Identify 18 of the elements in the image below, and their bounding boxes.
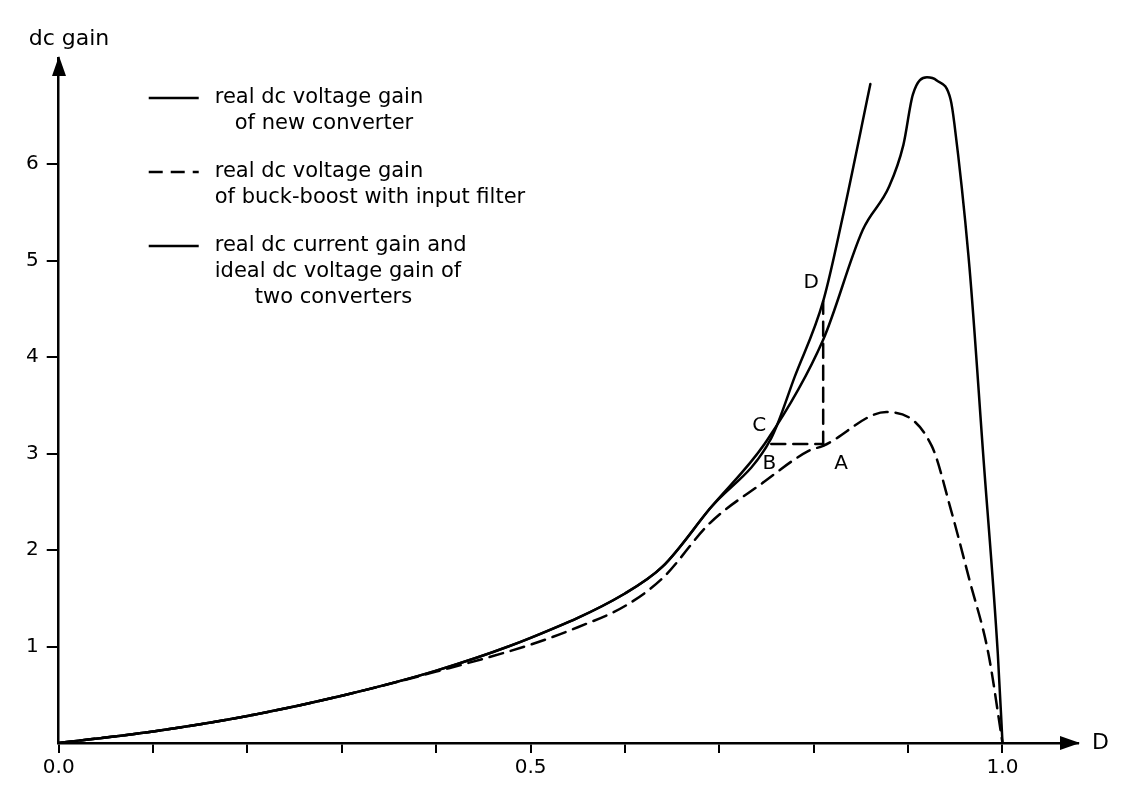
x-axis-title: D: [1092, 728, 1109, 754]
y-tick-label: 4: [25, 343, 39, 368]
annotation: B: [762, 449, 777, 474]
y-tick-label: 5: [25, 246, 39, 271]
x-tick-label: 1.0: [986, 754, 1019, 779]
y-tick-label: 3: [25, 439, 39, 464]
y-tick-label: 2: [25, 536, 39, 561]
annotation: A: [834, 449, 849, 474]
x-tick-label: 0.0: [42, 754, 75, 779]
legend-label: real dc voltage gain of buck-boost with input filter: [214, 158, 526, 209]
annotation: C: [752, 411, 767, 436]
x-tick-label: 0.5: [514, 754, 547, 779]
y-tick-label: 1: [25, 632, 39, 657]
annotation: D: [803, 269, 819, 294]
legend-label: real dc voltage gain of new converter: [214, 84, 424, 135]
y-axis-title: dc gain: [28, 24, 110, 50]
y-tick-label: 6: [25, 150, 39, 175]
legend-label: real dc current gain and ideal dc voltage gain of two converters: [214, 232, 467, 309]
